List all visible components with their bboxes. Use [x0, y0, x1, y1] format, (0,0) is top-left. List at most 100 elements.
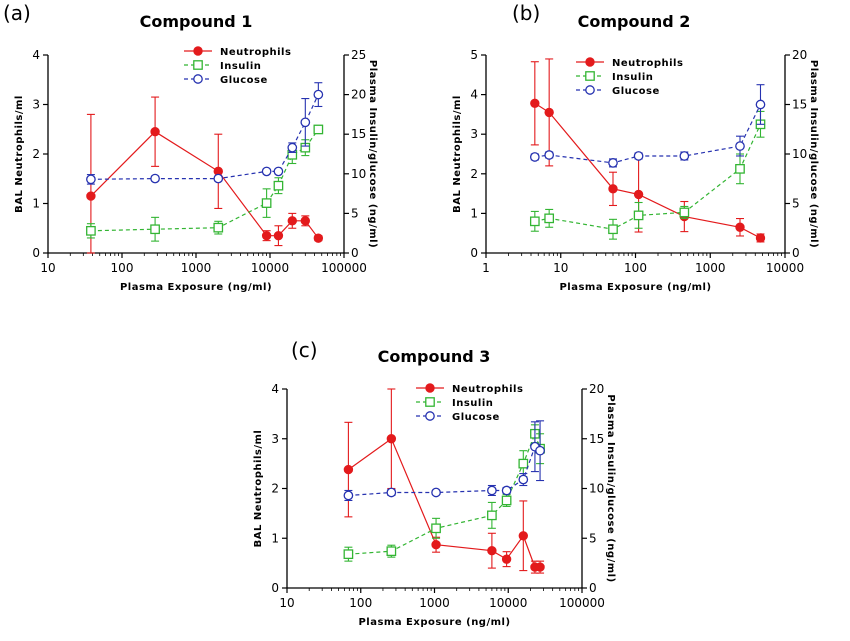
legend-label: Neutrophils [452, 384, 523, 395]
panel-label-b: (b) [512, 1, 540, 25]
data-point [608, 224, 618, 235]
data-point [86, 191, 96, 201]
legend-label: Insulin [220, 61, 261, 72]
x-tick-label: 10000 [489, 596, 527, 610]
data-point [518, 531, 529, 541]
y-tick-label-right: 0 [792, 246, 800, 260]
y-tick-label-right: 20 [792, 48, 807, 62]
data-point [633, 151, 644, 161]
y-tick-label-right: 20 [351, 88, 366, 102]
data-point [343, 549, 354, 560]
data-point [735, 222, 745, 232]
y-tick-label-right: 10 [351, 167, 366, 181]
data-point [150, 127, 160, 137]
data-point [261, 230, 272, 241]
x-tick-label: 1 [482, 261, 490, 275]
series-glucose [86, 82, 324, 185]
data-point [273, 166, 284, 177]
x-tick-label: 1000 [181, 261, 212, 275]
series-glucose [343, 420, 545, 501]
series-neutrophils [86, 96, 324, 254]
y-tick-label-right: 5 [589, 531, 597, 545]
data-point [633, 189, 644, 200]
y-tick-label-left: 3 [470, 127, 478, 141]
data-point [150, 224, 160, 235]
data-point [501, 495, 512, 506]
data-point [273, 230, 284, 241]
data-point [313, 89, 324, 100]
x-tick-label: 100 [624, 261, 647, 275]
data-point [544, 150, 555, 160]
y-tick-label-left: 0 [271, 581, 279, 595]
data-point [501, 485, 512, 496]
y-tick-label-right: 25 [351, 48, 366, 62]
legend-marker [585, 71, 595, 81]
series-line [348, 437, 541, 568]
x-tick-label: 10 [553, 261, 568, 275]
data-point [431, 540, 441, 550]
data-point [535, 445, 545, 456]
data-point [535, 562, 545, 572]
y-tick-label-left: 4 [271, 382, 279, 396]
x-tick-label: 100000 [559, 596, 605, 610]
y-tick-label-left: 5 [470, 48, 478, 62]
y-axis-title-left: BAL Neutrophils/ml [253, 430, 264, 548]
data-point [755, 233, 766, 243]
data-point [755, 99, 766, 110]
data-point [343, 490, 354, 501]
y-axis-title-right: Plasma Insulin/glucose (ng/ml) [605, 394, 616, 582]
y-tick-label-left: 3 [271, 432, 279, 446]
y-tick-label-left: 2 [271, 482, 279, 496]
legend-marker [193, 74, 203, 84]
data-point [679, 151, 690, 161]
series-line [348, 445, 541, 497]
data-point [386, 487, 397, 498]
x-tick-label: 100 [111, 261, 134, 275]
y-tick-label-right: 15 [351, 127, 366, 141]
data-point [608, 184, 618, 194]
y-axis-title-left: BAL Neutrophils/ml [14, 95, 25, 213]
data-point [300, 117, 311, 128]
y-tick-label-right: 15 [792, 98, 807, 112]
legend-marker [193, 60, 203, 70]
data-point [86, 174, 96, 185]
chart-compound-3: Compound 310 100 1000 10000 1000000123405101… [253, 347, 616, 628]
data-point [608, 158, 618, 168]
series-line [90, 130, 319, 239]
y-tick-label-right: 5 [351, 206, 359, 220]
y-tick-label-left: 4 [470, 88, 478, 102]
data-point [544, 213, 555, 224]
series-line [534, 124, 762, 230]
data-point [487, 485, 497, 496]
y-tick-label-left: 4 [32, 48, 40, 62]
legend-label: Insulin [452, 398, 493, 409]
data-point [487, 510, 497, 521]
chart-title: Compound 3 [378, 347, 491, 366]
data-point [313, 124, 324, 135]
data-point [518, 474, 529, 485]
y-tick-label-left: 1 [470, 206, 478, 220]
data-point [213, 222, 224, 233]
chart-title: Compound 1 [140, 12, 253, 31]
x-tick-label: 1000 [419, 596, 450, 610]
x-tick-label: 10000 [766, 261, 804, 275]
data-point [261, 166, 272, 177]
data-point [544, 107, 554, 118]
series-insulin [343, 424, 545, 562]
data-point [735, 163, 745, 174]
y-tick-label-left: 1 [32, 197, 40, 211]
legend-marker [585, 57, 595, 67]
y-tick-label-left: 1 [271, 531, 279, 545]
y-axis-title-right: Plasma Insulin/glucose (ng/ml) [367, 60, 378, 248]
data-point [501, 554, 512, 564]
y-tick-label-left: 3 [32, 98, 40, 112]
x-axis-title: Plasma Exposure (ng/ml) [120, 282, 272, 293]
series-insulin [529, 110, 766, 240]
x-tick-label: 10 [40, 261, 55, 275]
x-axis-title: Plasma Exposure (ng/ml) [358, 617, 510, 628]
panel-label-c: (c) [291, 338, 318, 362]
data-point [518, 458, 529, 469]
series-neutrophils [343, 388, 545, 574]
series-line [534, 104, 762, 164]
data-point [487, 545, 497, 556]
